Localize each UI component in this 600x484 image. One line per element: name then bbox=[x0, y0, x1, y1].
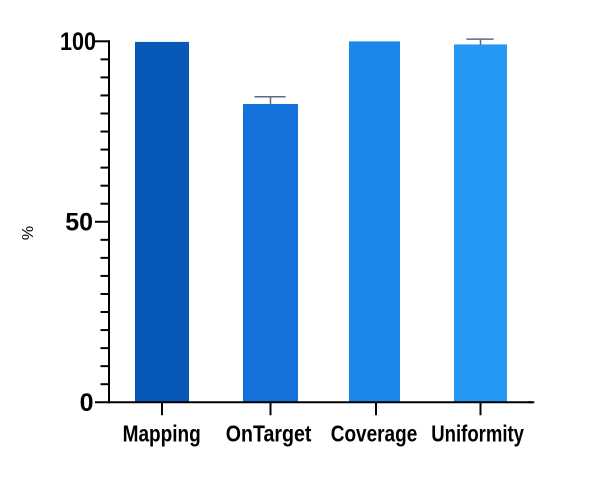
svg-text:Uniformity: Uniformity bbox=[431, 420, 524, 446]
svg-text:Coverage: Coverage bbox=[331, 420, 418, 446]
svg-text:OnTarget: OnTarget bbox=[226, 420, 312, 446]
svg-text:50: 50 bbox=[65, 208, 93, 236]
svg-text:Mapping: Mapping bbox=[123, 420, 201, 446]
svg-text:100: 100 bbox=[60, 28, 96, 56]
svg-text:%: % bbox=[20, 226, 37, 240]
svg-text:0: 0 bbox=[80, 389, 94, 417]
